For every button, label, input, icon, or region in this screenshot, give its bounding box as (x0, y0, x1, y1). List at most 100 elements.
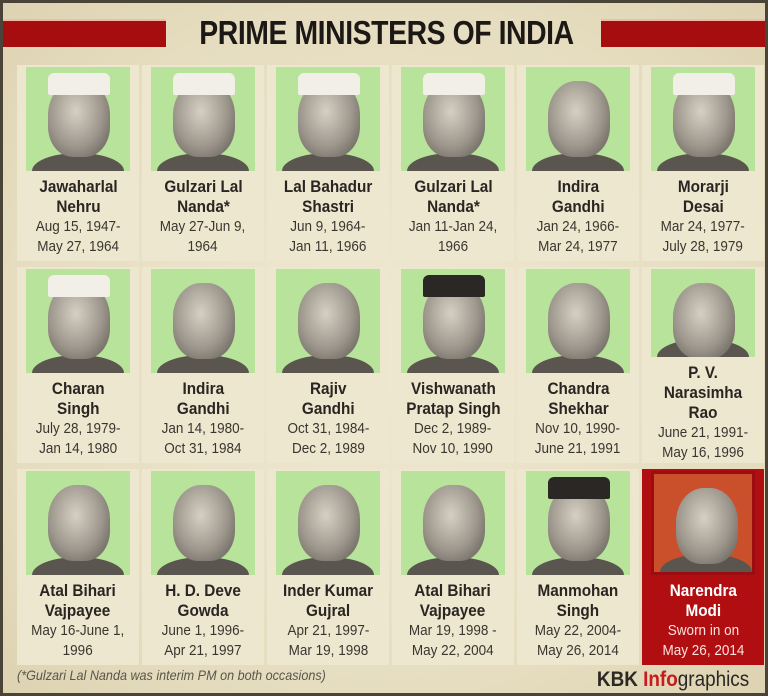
portrait-face (298, 485, 360, 561)
prime-ministers-grid: Jawaharlal Nehru Aug 15, 1947- May 27, 19… (17, 65, 764, 665)
portrait-cap (548, 477, 610, 499)
pm-name: Gulzari Lal Nanda* (163, 177, 243, 216)
pm-term-dates: Sworn in on May 26, 2014 (662, 622, 744, 659)
portrait-vajpayee (401, 471, 505, 575)
pm-term-dates: June 21, 1991- May 16, 1996 (657, 424, 749, 461)
pm-term-dates: July 28, 1979- Jan 14, 1980 (35, 420, 121, 457)
portrait-modi (651, 471, 755, 575)
pm-card: Vishwanath Pratap Singh Dec 2, 1989- Nov … (392, 267, 514, 463)
portrait-indira-gandhi (151, 269, 255, 373)
pm-term-dates: Oct 31, 1984- Dec 2, 1989 (287, 420, 369, 457)
portrait-chandra-shekhar (526, 269, 630, 373)
portrait-desai (651, 67, 755, 171)
pm-card: Lal Bahadur Shastri Jun 9, 1964- Jan 11, … (267, 65, 389, 261)
pm-name: H. D. Deve Gowda (165, 581, 241, 620)
portrait-cap (298, 73, 360, 95)
title-bar: PRIME MINISTERS OF INDIA (3, 13, 765, 53)
pm-card: Charan Singh July 28, 1979- Jan 14, 1980 (17, 267, 139, 463)
portrait-shoulders (532, 153, 624, 171)
pm-term-dates: May 22, 2004- May 26, 2014 (534, 622, 622, 659)
pm-term-dates: May 16-June 1, 1996 (31, 622, 125, 659)
portrait-shoulders (532, 355, 624, 373)
portrait-shoulders (407, 557, 499, 575)
brand-graphics: graphics (677, 668, 749, 691)
portrait-face (676, 488, 738, 564)
pm-name: Jawaharlal Nehru (38, 177, 118, 216)
pm-term-dates: Jan 24, 1966- Mar 24, 1977 (536, 218, 620, 255)
pm-name: Lal Bahadur Shastri (283, 177, 373, 216)
pm-name: Atal Bihari Vajpayee (414, 581, 492, 620)
portrait-nanda (151, 67, 255, 171)
portrait-shoulders (157, 355, 249, 373)
pm-name: Gulzari Lal Nanda* (413, 177, 493, 216)
pm-card: Narendra Modi Sworn in on May 26, 2014 (642, 469, 764, 665)
portrait-shoulders (157, 557, 249, 575)
portrait-nanda (401, 67, 505, 171)
portrait-shoulders (157, 153, 249, 171)
pm-card: Manmohan Singh May 22, 2004- May 26, 2014 (517, 469, 639, 665)
portrait-gujral (276, 471, 380, 575)
pm-term-dates: Mar 19, 1998 - May 22, 2004 (409, 622, 497, 659)
portrait-shastri (276, 67, 380, 171)
portrait-face (173, 485, 235, 561)
portrait-face (298, 283, 360, 359)
pm-term-dates: May 27-Jun 9, 1964 (160, 218, 246, 255)
brand-kbk: KBK (596, 668, 643, 691)
pm-term-dates: Jan 11-Jan 24, 1966 (408, 218, 498, 255)
title-stripe-left (3, 19, 166, 47)
portrait-charan-singh (26, 269, 130, 373)
pm-name: Atal Bihari Vajpayee (39, 581, 117, 620)
pm-name: Morarji Desai (677, 177, 729, 216)
pm-term-dates: Aug 15, 1947- May 27, 1964 (35, 218, 121, 255)
pm-term-dates: Mar 24, 1977- July 28, 1979 (660, 218, 746, 255)
portrait-cap (48, 275, 110, 297)
pm-card: H. D. Deve Gowda June 1, 1996- Apr 21, 19… (142, 469, 264, 665)
page-title: PRIME MINISTERS OF INDIA (199, 14, 574, 51)
pm-card: Atal Bihari Vajpayee May 16-June 1, 1996 (17, 469, 139, 665)
portrait-face (548, 81, 610, 157)
portrait-shoulders (282, 557, 374, 575)
title-stripe-right (601, 19, 765, 47)
portrait-rajiv-gandhi (276, 269, 380, 373)
footnote: (*Gulzari Lal Nanda was interim PM on bo… (17, 667, 326, 683)
pm-card: Rajiv Gandhi Oct 31, 1984- Dec 2, 1989 (267, 267, 389, 463)
pm-term-dates: Jan 14, 1980- Oct 31, 1984 (161, 420, 245, 457)
portrait-cap (48, 73, 110, 95)
brand-logo: KBK Infographics (597, 668, 749, 692)
portrait-narasimha-rao (651, 269, 755, 357)
portrait-indira-gandhi (526, 67, 630, 171)
pm-term-dates: Dec 2, 1989- Nov 10, 1990 (412, 420, 494, 457)
pm-card: Atal Bihari Vajpayee Mar 19, 1998 - May 2… (392, 469, 514, 665)
pm-name: Narendra Modi (669, 581, 737, 620)
pm-name: Indira Gandhi (551, 177, 605, 216)
pm-name: Rajiv Gandhi (301, 379, 355, 418)
pm-card: Inder Kumar Gujral Apr 21, 1997- Mar 19, … (267, 469, 389, 665)
pm-name: P. V. Narasimha Rao (663, 363, 743, 422)
portrait-deve-gowda (151, 471, 255, 575)
portrait-face (423, 485, 485, 561)
pm-card: P. V. Narasimha Rao June 21, 1991- May 16… (642, 267, 764, 463)
portrait-manmohan-singh (526, 471, 630, 575)
portrait-cap (173, 73, 235, 95)
pm-card: Gulzari Lal Nanda* May 27-Jun 9, 1964 (142, 65, 264, 261)
portrait-face (548, 283, 610, 359)
portrait-cap (423, 73, 485, 95)
portrait-face (48, 485, 110, 561)
portrait-nehru (26, 67, 130, 171)
pm-name: Inder Kumar Gujral (282, 581, 374, 620)
pm-term-dates: Jun 9, 1964- Jan 11, 1966 (289, 218, 367, 255)
portrait-shoulders (407, 355, 499, 373)
portrait-shoulders (32, 557, 124, 575)
portrait-face (173, 283, 235, 359)
pm-term-dates: Nov 10, 1990- June 21, 1991 (535, 420, 621, 457)
portrait-shoulders (32, 355, 124, 373)
portrait-cap (423, 275, 485, 297)
pm-card: Chandra Shekhar Nov 10, 1990- June 21, 19… (517, 267, 639, 463)
portrait-vp-singh (401, 269, 505, 373)
pm-card: Indira Gandhi Jan 14, 1980- Oct 31, 1984 (142, 267, 264, 463)
pm-card: Indira Gandhi Jan 24, 1966- Mar 24, 1977 (517, 65, 639, 261)
portrait-vajpayee (26, 471, 130, 575)
portrait-face (673, 283, 735, 357)
portrait-shoulders (282, 153, 374, 171)
